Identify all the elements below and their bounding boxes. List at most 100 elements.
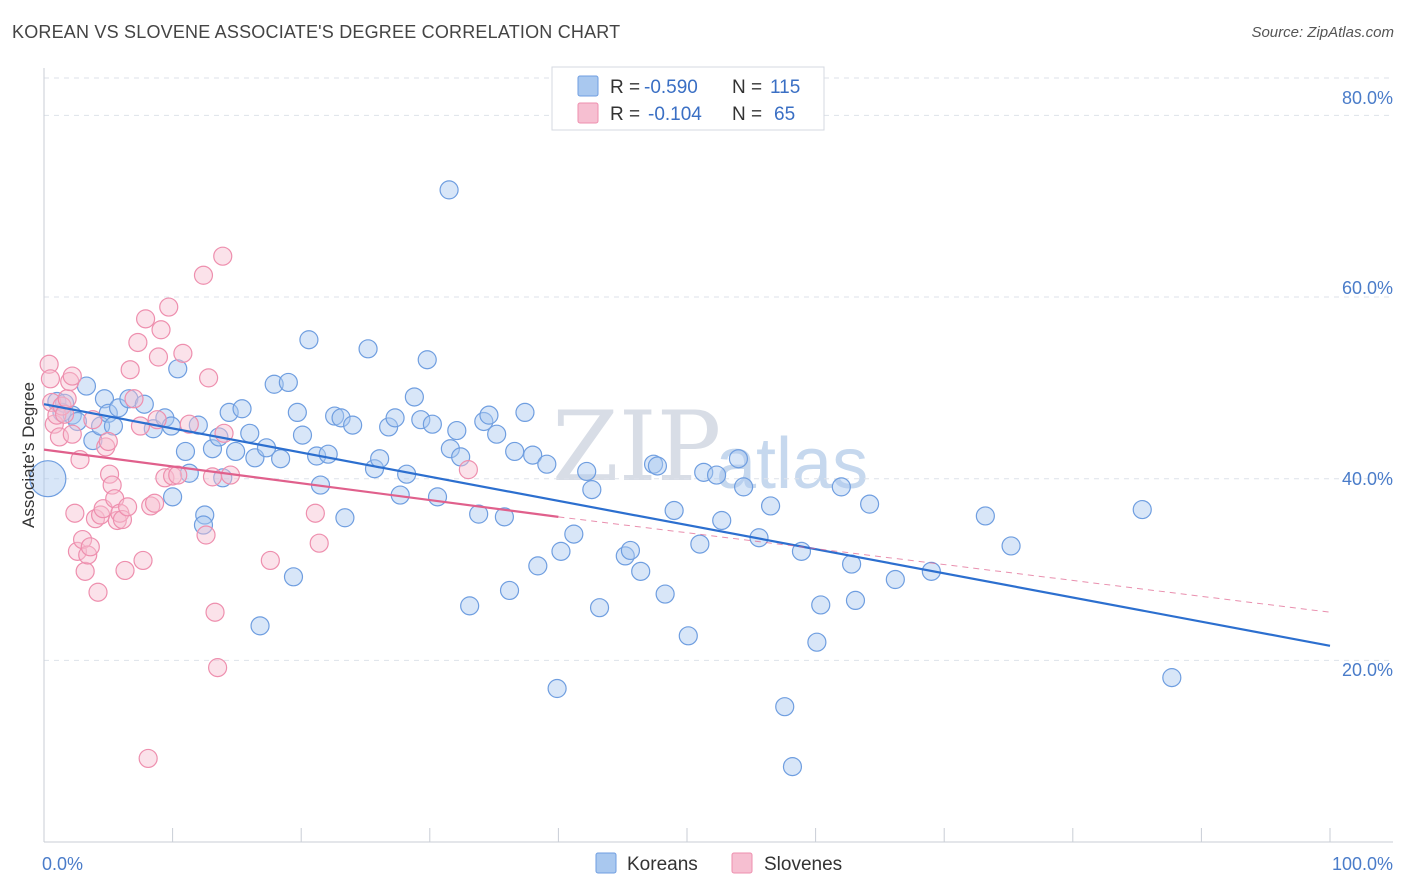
slovene-point (57, 389, 77, 409)
korean-point (655, 584, 675, 604)
slovene-points (39, 246, 478, 769)
korean-point (589, 598, 610, 618)
slovene-point (65, 503, 85, 523)
korean-point (474, 411, 494, 432)
slovene-point (138, 748, 158, 769)
slovene-point (124, 389, 144, 409)
korean-point (664, 500, 684, 521)
slovene-point (117, 497, 138, 517)
korean-point (292, 425, 313, 445)
watermark-zip: ZIP (552, 391, 721, 503)
korean-point (1001, 536, 1021, 556)
korean-point (499, 580, 520, 601)
korean-point (469, 504, 489, 524)
korean-point (537, 454, 557, 474)
korean-point (807, 632, 827, 652)
y-tick-label-20: 20.0% (1342, 660, 1393, 680)
korean-point (422, 414, 442, 434)
korean-point (733, 477, 754, 497)
slovene-point (115, 560, 135, 581)
slovene-trend-line (43, 448, 559, 518)
slovene-point (309, 533, 329, 553)
y-tick-label-80: 80.0% (1342, 88, 1393, 108)
slovene-point (205, 602, 225, 622)
slovene-point (260, 550, 280, 571)
korean-trend-line (43, 403, 1331, 647)
korean-point (505, 441, 525, 462)
slovene-point (72, 529, 93, 550)
korean-point (331, 408, 351, 428)
korean-point (577, 461, 597, 482)
legend-n-label-1: N = (732, 77, 762, 98)
slovene-point (305, 503, 325, 523)
slovene-trend-extension (558, 516, 1331, 613)
korean-point (551, 541, 571, 561)
slovene-point (40, 369, 61, 389)
slovene-point (196, 525, 216, 545)
korean-point (163, 487, 183, 507)
watermark-atlas: atlas (716, 424, 868, 504)
korean-point (232, 399, 252, 419)
korean-point (175, 441, 196, 462)
korean-point (1132, 499, 1152, 520)
bottom-swatch-koreans (595, 852, 617, 874)
korean-point (564, 524, 584, 544)
legend-r-label-2: R = (610, 104, 640, 125)
korean-point (404, 387, 424, 407)
korean-point (417, 350, 437, 370)
korean-point (678, 626, 698, 646)
korean-point (283, 567, 304, 587)
korean-point (94, 389, 115, 409)
korean-point (620, 540, 641, 561)
legend-n-value-1: 115 (770, 77, 800, 98)
series-legend: Koreans Slovenes (595, 852, 842, 875)
korean-point (528, 556, 548, 576)
slovene-point (151, 320, 171, 340)
slovene-point (98, 431, 118, 452)
korean-point (411, 410, 431, 430)
korean-point (831, 477, 851, 497)
y-axis-label: Associate's Degree (19, 382, 38, 528)
korean-point (712, 510, 732, 531)
slovene-point (144, 493, 165, 513)
korean-point (487, 424, 507, 444)
slovene-point (213, 246, 233, 266)
legend-swatch-slovenes (577, 102, 599, 124)
korean-point (845, 590, 866, 611)
korean-point (271, 449, 291, 469)
y-tick-label-40: 40.0% (1342, 469, 1393, 489)
bottom-swatch-slovenes (731, 852, 753, 874)
legend-n-label-2: N = (732, 104, 762, 125)
slovene-point (148, 347, 169, 367)
korean-point (782, 757, 803, 777)
slovene-point (173, 343, 193, 363)
korean-point (168, 359, 188, 379)
korean-point (811, 595, 831, 615)
korean-point (318, 444, 338, 464)
slovene-point (128, 332, 148, 353)
korean-point (975, 506, 995, 526)
slovene-point (80, 537, 100, 557)
legend-swatch-koreans (577, 75, 599, 97)
korean-point (1162, 668, 1182, 688)
korean-point (479, 405, 499, 425)
slovene-point (199, 368, 219, 388)
korean-point (460, 596, 480, 616)
korean-point (335, 508, 355, 528)
korean-point (299, 330, 319, 350)
korean-points (29, 180, 1182, 777)
korean-point (515, 402, 535, 423)
korean-point (226, 441, 246, 462)
bottom-legend-slovenes: Slovenes (764, 854, 842, 875)
korean-point (287, 402, 307, 423)
korean-point (582, 480, 602, 500)
korean-point (885, 569, 905, 590)
korean-point (447, 420, 467, 441)
korean-point (494, 507, 514, 527)
korean-point (439, 180, 459, 200)
korean-point (631, 561, 651, 581)
korean-point (202, 439, 223, 459)
legend-r-label-1: R = (610, 77, 640, 98)
slovene-point (193, 265, 214, 285)
slovene-point (39, 354, 59, 374)
